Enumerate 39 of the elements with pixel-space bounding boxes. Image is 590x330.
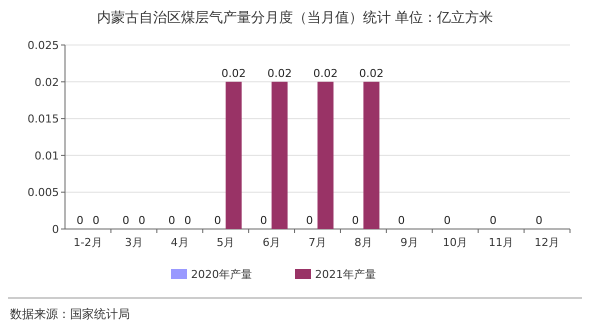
x-tick-label: 5月 [216, 236, 235, 249]
x-tick-label: 3月 [124, 236, 143, 249]
data-label: 0 [184, 214, 192, 227]
y-tick-label: 0.02 [34, 76, 59, 89]
legend-label: 2021年产量 [315, 268, 376, 281]
x-tick-label: 9月 [400, 236, 418, 249]
data-label: 0.02 [313, 66, 338, 80]
y-tick-label: 0 [52, 223, 59, 236]
data-label: 0 [214, 214, 222, 227]
data-label: 0.02 [221, 66, 246, 80]
data-label: 0 [490, 214, 497, 227]
x-tick-label: 11月 [488, 236, 514, 249]
data-label: 0 [76, 214, 84, 227]
data-label: 0 [536, 214, 543, 227]
y-tick-label: 0.015 [28, 112, 59, 126]
data-label: 0 [306, 214, 313, 227]
x-tick-label: 1-2月 [73, 236, 102, 249]
data-label: 0 [444, 214, 451, 227]
chart-title: 内蒙古自治区煤层气产量分月度（当月值）统计 单位：亿立方米 [96, 10, 494, 26]
x-tick-label: 4月 [170, 236, 189, 249]
x-tick-label: 6月 [262, 236, 281, 249]
source-note: 数据来源：国家统计局 [10, 307, 130, 321]
data-label: 0.02 [359, 66, 384, 80]
data-label: 0 [260, 214, 268, 227]
data-label: 0 [168, 214, 176, 227]
data-label: 0 [398, 214, 405, 227]
y-tick-label: 0.01 [34, 149, 59, 162]
x-tick-label: 12月 [534, 236, 560, 249]
data-label: 0 [352, 214, 359, 227]
data-label: 0 [138, 214, 146, 227]
y-tick-label: 0.005 [28, 186, 59, 200]
x-tick-label: 7月 [308, 236, 326, 249]
legend-label: 2020年产量 [191, 268, 252, 281]
data-label: 0.02 [267, 66, 292, 80]
y-tick-label: 0.025 [28, 39, 59, 52]
x-tick-label: 10月 [442, 236, 468, 249]
x-tick-label: 8月 [354, 236, 372, 249]
data-label: 0 [122, 214, 130, 227]
data-label: 0 [92, 214, 100, 227]
